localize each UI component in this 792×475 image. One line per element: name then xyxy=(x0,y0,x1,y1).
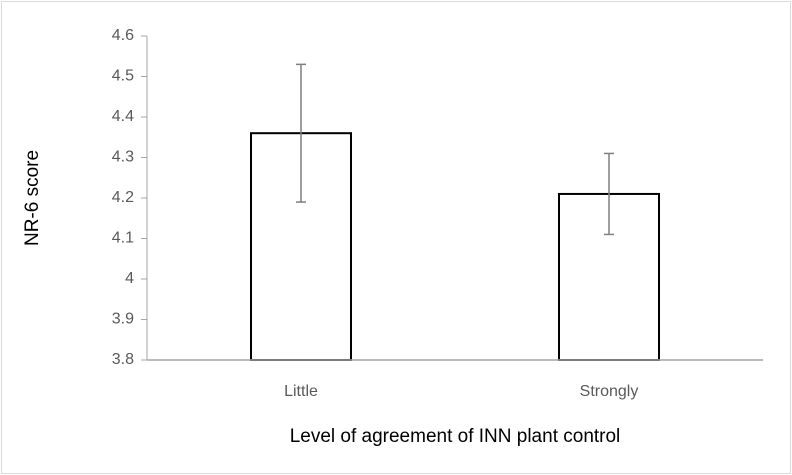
x-tick-label: Strongly xyxy=(580,383,639,400)
y-tick-label: 3.9 xyxy=(112,311,134,328)
y-tick-label: 4.1 xyxy=(112,230,134,247)
y-tick-label: 3.8 xyxy=(112,351,134,368)
y-tick-label: 4.4 xyxy=(112,108,134,125)
y-tick-label: 4.5 xyxy=(112,68,134,85)
x-tick-label: Little xyxy=(284,383,318,400)
y-axis-title: NR-6 score xyxy=(22,150,43,246)
y-tick-label: 4 xyxy=(125,270,134,287)
y-tick-label: 4.2 xyxy=(112,189,134,206)
y-tick-label: 4.3 xyxy=(112,149,134,166)
x-axis-title: Level of agreement of INN plant control xyxy=(290,426,621,447)
y-tick-label: 4.6 xyxy=(112,27,134,44)
